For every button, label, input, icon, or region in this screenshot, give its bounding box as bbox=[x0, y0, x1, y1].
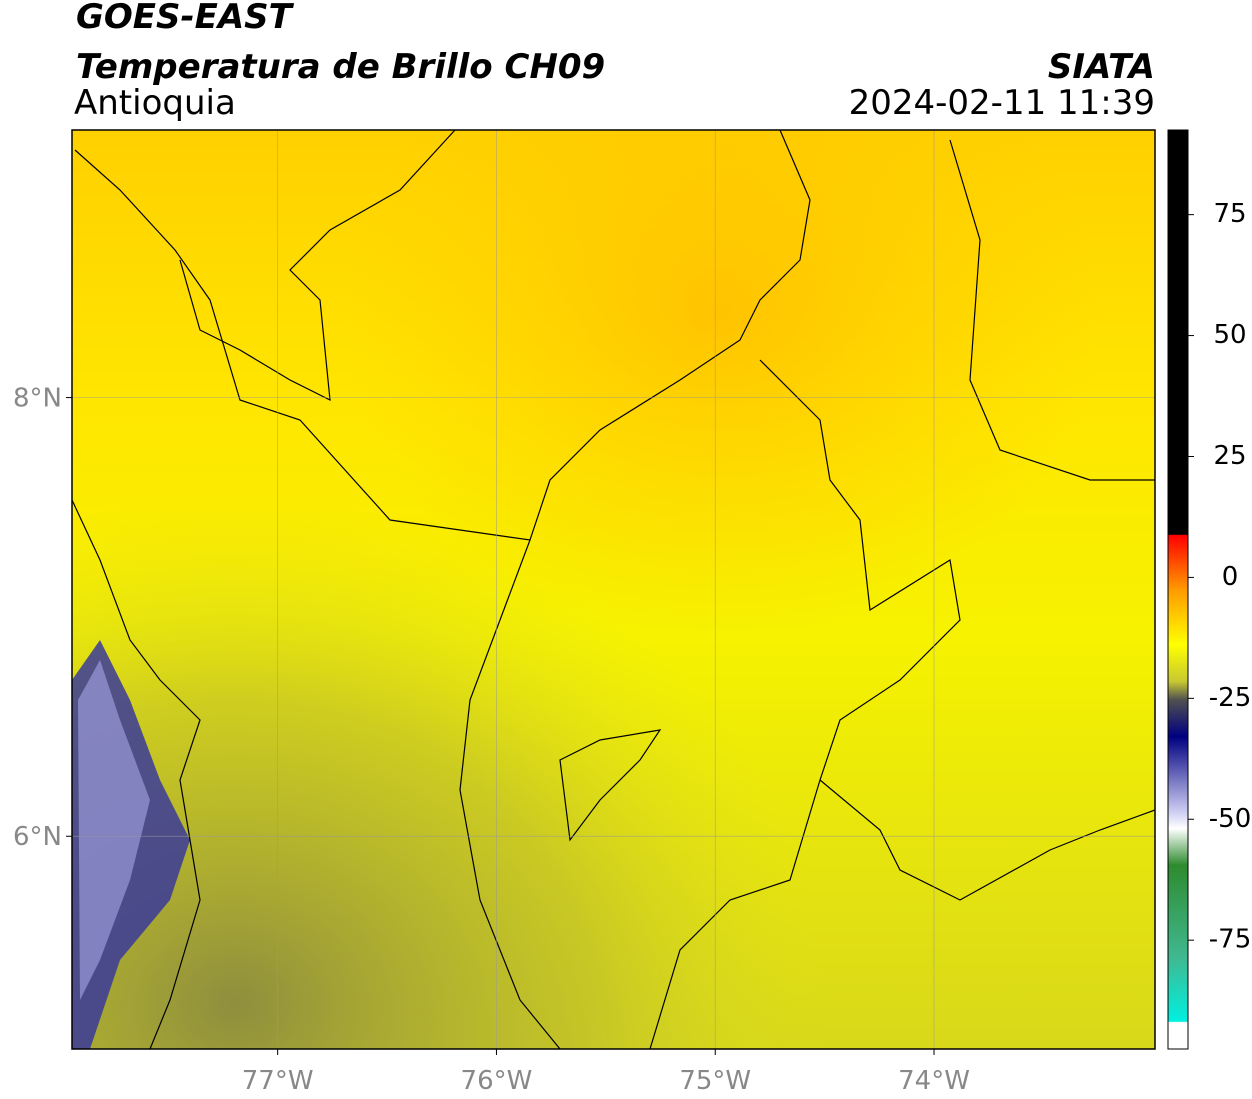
map-frame bbox=[71, 129, 1156, 1050]
x-tick-label: 75°W bbox=[679, 1066, 751, 1096]
border bbox=[649, 359, 961, 1049]
satellite-title: GOES-EAST bbox=[76, 0, 295, 37]
x-tick-label: 76°W bbox=[461, 1066, 533, 1096]
border bbox=[819, 779, 1155, 901]
region-label: Antioquia bbox=[74, 83, 236, 123]
colorbar bbox=[1167, 129, 1189, 1050]
colorbar-tick-label: 25 bbox=[1213, 441, 1246, 471]
border bbox=[559, 729, 662, 842]
y-tick-label: 8°N bbox=[13, 384, 62, 414]
source-label: SIATA bbox=[1048, 47, 1155, 87]
coast bbox=[179, 130, 456, 402]
graticule bbox=[72, 130, 1155, 1049]
datetime-label: 2024-02-11 11:39 bbox=[849, 83, 1155, 123]
colorbar-tick-label: -25 bbox=[1209, 683, 1251, 713]
y-tick-label: 6°N bbox=[13, 822, 62, 852]
warm-region bbox=[72, 130, 1155, 1049]
border bbox=[949, 139, 1155, 481]
product-title: Temperatura de Brillo CH09 bbox=[76, 47, 605, 87]
colorbar-tick-label: 75 bbox=[1213, 199, 1246, 229]
cloud-top bbox=[78, 660, 150, 1000]
colorbar-tick-label: -50 bbox=[1209, 804, 1251, 834]
x-tick-label: 77°W bbox=[242, 1066, 314, 1096]
x-tick-label: 74°W bbox=[898, 1066, 970, 1096]
colorbar-tick-label: -75 bbox=[1209, 925, 1251, 955]
border bbox=[459, 539, 561, 1049]
map-field bbox=[72, 130, 1155, 1049]
border bbox=[74, 130, 811, 541]
coast bbox=[72, 499, 201, 1049]
colorbar-tick-label: 50 bbox=[1213, 320, 1246, 350]
colorbar-tick-label: 0 bbox=[1222, 562, 1239, 592]
